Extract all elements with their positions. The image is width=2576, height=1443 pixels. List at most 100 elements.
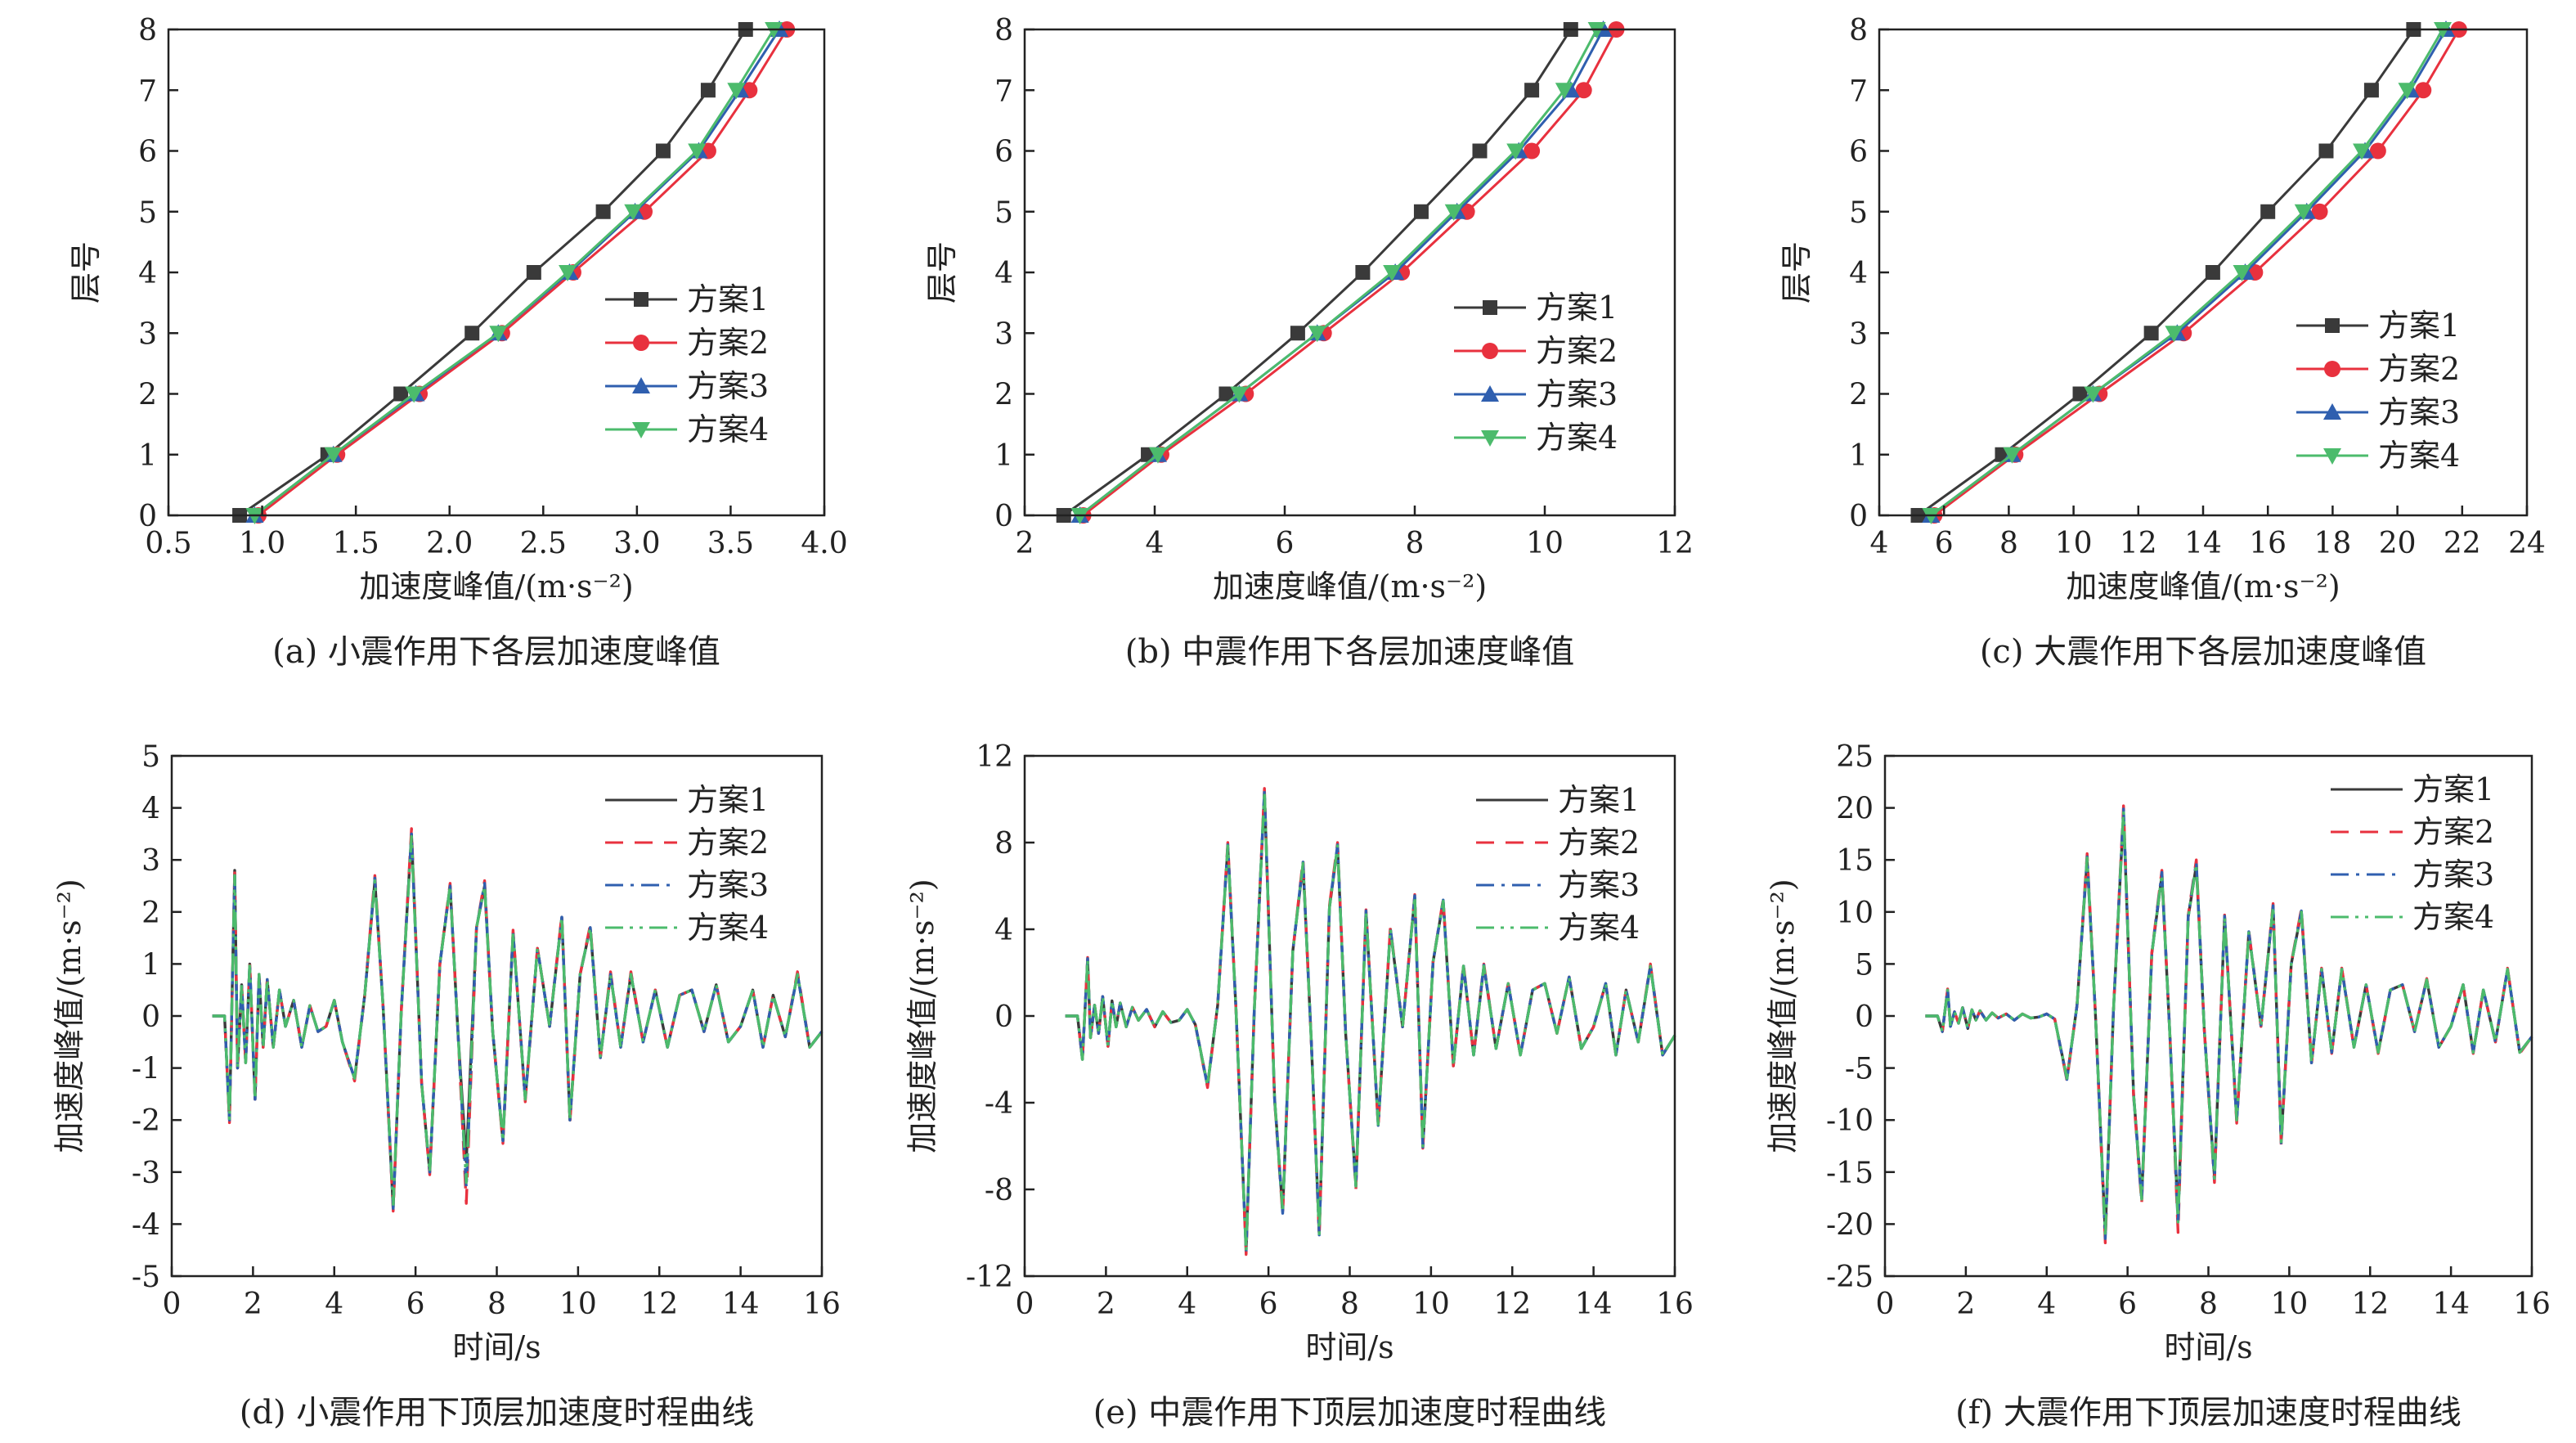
- panel-a-legend-label-1: 方案1: [687, 281, 769, 317]
- panel-b-series-4-point: [1444, 204, 1463, 221]
- panel-b-y-tick-label: 7: [994, 74, 1013, 108]
- panel-d-y-tick-label: -1: [132, 1053, 160, 1086]
- panel-c-y-tick-label: 4: [1849, 257, 1868, 290]
- panel-a-caption: (a) 小震作用下各层加速度峰值: [272, 633, 720, 671]
- panel-b-y-tick-label: 8: [994, 14, 1013, 47]
- panel-c-series-2-point: [2415, 82, 2432, 99]
- panel-a-series-4-point: [624, 204, 643, 221]
- panel-e-y-tick-label: 12: [976, 740, 1013, 774]
- panel-c-x-tick-label: 8: [1999, 527, 2018, 560]
- panel-e-caption: (e) 中震作用下顶层加速度时程曲线: [1093, 1394, 1607, 1432]
- panel-a-y-tick-label: 5: [138, 196, 157, 230]
- panel-d-legend-label-1: 方案1: [687, 782, 769, 818]
- panel-e-y-axis-title: 加速度峰值/(m·s⁻²): [904, 879, 940, 1153]
- panel-a-y-tick-label: 7: [138, 74, 157, 108]
- panel-b-series-2-point: [1524, 142, 1541, 160]
- panel-a: 0.5 1.0 1.5 2.0 2.5 3.0 3.5 4.0 0 1 2 3 4 5 6 7 8 加速度峰值/(…: [68, 14, 848, 671]
- panel-d-y-tick-label: 4: [141, 793, 160, 826]
- panel-f-legend-label-4: 方案4: [2412, 899, 2494, 935]
- panel-f-y-tick-label: -25: [1826, 1261, 1874, 1294]
- panel-e-legend-label-1: 方案1: [1558, 782, 1640, 818]
- panel-b-y-tick-label: 2: [994, 379, 1013, 412]
- panel-b-series-4-point: [1148, 447, 1167, 464]
- panel-c-legend-marker-4: [2323, 448, 2341, 465]
- panel-c-series-4-point: [2233, 265, 2251, 281]
- panel-d-y-axis-title: 加速度峰值/(m·s⁻²): [52, 879, 88, 1153]
- panel-a-y-tick-label: 3: [138, 317, 157, 351]
- panel-c-x-tick-label: 12: [2120, 527, 2157, 560]
- panel-a-series-1-point: [393, 386, 409, 402]
- panel-c-y-tick-label: 7: [1849, 74, 1868, 108]
- panel-b-x-tick-label: 4: [1146, 527, 1165, 560]
- panel-f-series-3-line: [1925, 807, 2533, 1240]
- panel-b-series-1-point: [1355, 265, 1371, 280]
- panel-c-series-1-line: [1917, 29, 2415, 517]
- panel-a-series-1-point: [700, 83, 716, 98]
- panel-f-legend: 方案1 方案2 方案3 方案4: [2331, 771, 2494, 935]
- panel-c-series-1-point: [2143, 326, 2159, 341]
- panel-a-legend-label-4: 方案4: [687, 411, 769, 447]
- panel-b-series-4-point: [1308, 326, 1326, 343]
- panel-a-series-4-point: [559, 265, 577, 281]
- panel-b-legend-label-2: 方案2: [1536, 333, 1618, 369]
- panel-b-y-axis-title: 层号: [924, 241, 960, 303]
- panel-f-x-tick-label: 16: [2513, 1288, 2551, 1321]
- panel-b-x-tick-label: 10: [1526, 527, 1564, 560]
- panel-f-caption: (f) 大震作用下顶层加速度时程曲线: [1955, 1394, 2462, 1432]
- panel-b-x-tick-label: 6: [1276, 527, 1295, 560]
- panel-a-legend-marker-3: [632, 377, 650, 393]
- panel-e-y-tick-label: -4: [985, 1087, 1013, 1121]
- panel-a-series-4-point: [688, 143, 707, 160]
- panel-f-x-tick-label: 4: [2037, 1288, 2056, 1321]
- panel-f-legend-label-3: 方案3: [2412, 856, 2494, 892]
- panel-b-legend-marker-3: [1481, 385, 1499, 402]
- panel-e-x-tick-label: 8: [1340, 1288, 1359, 1321]
- panel-f-x-tick-label: 2: [1956, 1288, 1975, 1321]
- panel-a-legend: 方案1 方案2 方案3 方案4: [605, 281, 769, 447]
- panel-f-y-axis-title: 加速度峰值/(m·s⁻²): [1765, 879, 1801, 1153]
- panel-c-x-tick-label: 22: [2444, 527, 2481, 560]
- panel-e-x-tick-label: 2: [1097, 1288, 1115, 1321]
- panel-a-legend-marker-2: [633, 335, 649, 351]
- panel-c-x-tick-label: 14: [2184, 527, 2222, 560]
- panel-c-y-tick-label: 8: [1849, 14, 1868, 47]
- panel-b-legend-marker-1: [1483, 300, 1497, 315]
- panel-b-series-1-point: [1290, 326, 1305, 341]
- panel-b-series-1-line: [1062, 29, 1573, 517]
- panel-b-y-tick-label: 4: [994, 257, 1013, 290]
- panel-e-x-tick-label: 6: [1259, 1288, 1278, 1321]
- panel-e-y-tick-label: -8: [985, 1174, 1013, 1207]
- panel-f-legend-label-2: 方案2: [2412, 814, 2494, 850]
- panel-d-legend: 方案1 方案2 方案3 方案4: [605, 782, 769, 946]
- panel-c-series-1-point: [2260, 204, 2276, 219]
- panel-a-series-4-point: [324, 447, 343, 464]
- panel-a-y-tick-label: 8: [138, 14, 157, 47]
- panel-b-legend-label-4: 方案4: [1536, 420, 1618, 456]
- panel-f-legend-label-1: 方案1: [2412, 771, 2494, 807]
- panel-f-y-tick-label: 5: [1855, 948, 1874, 982]
- panel-c-y-tick-label: 6: [1849, 136, 1868, 169]
- panel-a-x-tick-label: 4.0: [801, 527, 847, 560]
- panel-b-y-tick-label: 1: [994, 439, 1013, 473]
- panel-a-x-tick-label: 1.5: [333, 527, 379, 560]
- panel-e-x-axis-title: 时间/s: [1305, 1329, 1393, 1365]
- panel-c: 4 6 8 10 12 14 16 18 20 22 24012345678加速度峰值/(m·s⁻²…: [1779, 14, 2546, 671]
- panel-d-legend-label-4: 方案4: [687, 910, 769, 946]
- panel-b-x-tick-label: 8: [1406, 527, 1425, 560]
- panel-b-series-4-point: [1555, 83, 1573, 100]
- panel-c-x-tick-label: 18: [2313, 527, 2351, 560]
- panel-b-x-tick-label: 12: [1656, 527, 1694, 560]
- panel-b-legend-marker-4: [1481, 430, 1499, 447]
- panel-f-y-tick-label: -10: [1826, 1104, 1874, 1138]
- panel-e-legend: 方案1 方案2 方案3 方案4: [1476, 782, 1640, 946]
- panel-d-x-tick-label: 4: [325, 1288, 343, 1321]
- panel-a-series-1-line: [239, 29, 747, 517]
- panel-c-x-axis-title: 加速度峰值/(m·s⁻²): [2066, 569, 2340, 605]
- panel-d-y-tick-label: -3: [132, 1157, 160, 1190]
- panel-b-caption: (b) 中震作用下各层加速度峰值: [1125, 633, 1575, 671]
- panel-e-legend-label-2: 方案2: [1558, 825, 1640, 861]
- panel-d-x-tick-label: 2: [244, 1288, 263, 1321]
- panel-a-series-1-point: [464, 326, 480, 341]
- panel-e-x-tick-label: 12: [1493, 1288, 1531, 1321]
- panel-c-legend-label-2: 方案2: [2378, 351, 2460, 387]
